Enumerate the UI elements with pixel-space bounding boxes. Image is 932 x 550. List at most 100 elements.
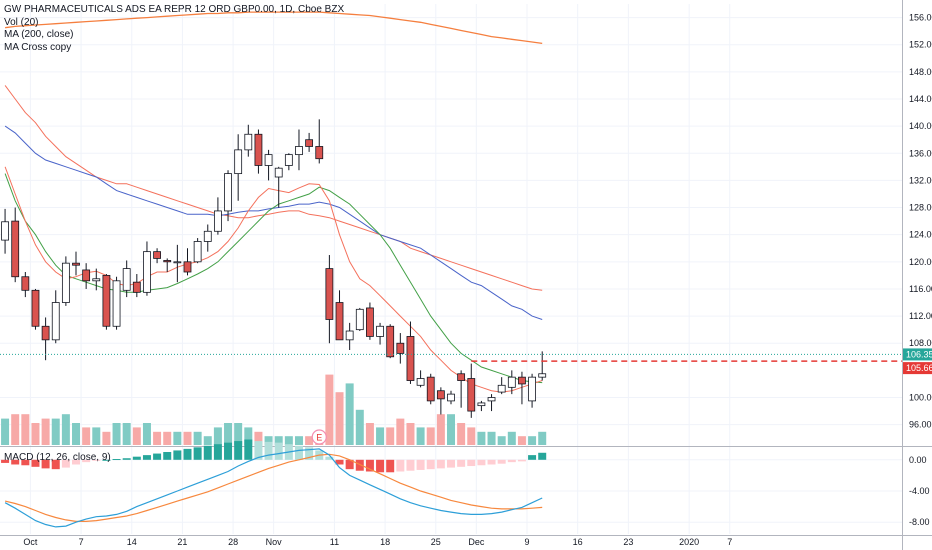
macd-histogram-bar — [335, 459, 344, 465]
macd-histogram-bar — [305, 447, 314, 460]
candle-body — [173, 261, 182, 264]
macd-histogram-bar — [234, 441, 243, 460]
volume-bar — [447, 414, 455, 445]
price-tick-label: 156.00 — [909, 13, 932, 23]
macd-histogram-bar — [224, 442, 233, 460]
earnings-marker — [311, 429, 327, 445]
macd-histogram-bar — [142, 455, 151, 460]
volume-bar — [406, 423, 415, 445]
price-tick-label: 140.00 — [909, 121, 932, 131]
candle-body — [426, 376, 435, 402]
macd-histogram-bar — [254, 441, 263, 460]
volume-bar — [1, 418, 10, 445]
candle-body — [315, 146, 324, 160]
macd-histogram-bar — [213, 444, 222, 460]
macd-histogram-bar — [477, 459, 486, 466]
macd-histogram-bar — [487, 459, 496, 465]
price-tick-label: 144.00 — [909, 94, 932, 104]
macd-histogram-bar — [264, 441, 273, 460]
volume-bar — [426, 427, 435, 445]
macd-histogram-bar — [507, 459, 516, 463]
volume-bar — [284, 436, 293, 445]
ma-slow-line — [4, 85, 543, 291]
volume-bar — [153, 431, 162, 445]
macd-histogram-bar — [51, 459, 60, 470]
time-tick-label: 11 — [330, 537, 339, 547]
candle-body — [21, 276, 30, 291]
candle-body — [61, 262, 70, 303]
macd-histogram-bar — [61, 459, 70, 468]
volume-bar — [173, 431, 182, 445]
candle-body — [366, 307, 374, 337]
candle-body — [234, 149, 243, 175]
time-tick-label: 7 — [79, 537, 84, 547]
time-tick-label: Oct — [23, 537, 38, 547]
macd-histogram-bar — [467, 459, 476, 467]
candle-body — [477, 402, 486, 407]
macd-histogram-bar — [406, 459, 415, 471]
macd-tick-label: -4.00 — [909, 486, 930, 496]
ma-blue-line — [4, 125, 543, 320]
macd-tick-label: 0.00 — [909, 455, 927, 465]
volume-bar — [224, 423, 233, 445]
candle-body — [396, 342, 405, 354]
candle-body — [143, 251, 151, 293]
volume-bar — [72, 423, 81, 445]
candle-body — [436, 390, 445, 400]
volume-bar — [41, 418, 50, 445]
volume-bar — [528, 436, 537, 445]
candle-body — [11, 220, 20, 278]
candle-body — [467, 378, 476, 412]
macd-histogram-bar — [447, 459, 455, 468]
macd-indicator-label[interactable]: MACD (12, 26, close, 9) — [4, 452, 111, 463]
candle-body — [305, 139, 314, 147]
macd-histogram-bar — [173, 450, 182, 460]
candle-body — [132, 281, 141, 293]
macd-histogram-bar — [517, 459, 526, 462]
ma200-line — [5, 11, 543, 45]
volume-bar — [254, 431, 263, 445]
time-tick-label: 16 — [573, 537, 583, 547]
volume-bar — [305, 436, 314, 445]
price-tick-label: 128.00 — [909, 203, 932, 213]
volume-bar — [538, 431, 547, 445]
symbol-title[interactable]: GW PHARMACEUTICALS ADS EA REPR 12 ORD GB… — [4, 4, 345, 15]
price-tick-label: 124.00 — [909, 230, 932, 240]
volume-bar — [102, 431, 111, 445]
candle-body — [163, 260, 172, 263]
ma200-indicator-label[interactable]: MA (200, close) — [4, 29, 74, 40]
candle-body — [102, 274, 111, 327]
volume-bar — [112, 423, 121, 445]
volume-bar — [213, 427, 222, 445]
volume-bar — [244, 427, 253, 445]
earnings-marker-text: E — [316, 433, 322, 443]
macd-histogram-bar — [122, 458, 131, 460]
candle-body — [528, 376, 536, 402]
volume-bar — [376, 427, 385, 445]
volume-bar — [355, 409, 364, 445]
time-tick-label: 2020 — [679, 537, 699, 547]
candle-body — [183, 261, 192, 273]
volume-bar — [457, 423, 466, 445]
volume-bar — [92, 427, 101, 445]
volume-bar — [365, 423, 374, 445]
macd-histogram-bar — [294, 445, 303, 460]
volume-bar — [31, 423, 40, 445]
volume-bar — [436, 414, 445, 445]
time-tick-label: Nov — [266, 537, 283, 547]
candle-body — [1, 221, 9, 241]
volume-bar — [61, 414, 70, 445]
candle-body — [203, 230, 212, 242]
candle-body — [244, 133, 253, 151]
ma-cross-indicator-label[interactable]: MA Cross copy — [4, 41, 72, 53]
volume-indicator-label[interactable]: Vol (20) — [4, 16, 39, 28]
price-tick-label: 96.00 — [909, 420, 932, 430]
time-tick-label: 9 — [525, 537, 530, 547]
price-tick-label: 148.00 — [909, 67, 932, 77]
candle-body — [355, 308, 364, 331]
macd-histogram-bar — [183, 448, 192, 460]
macd-histogram-bar — [31, 459, 40, 467]
price-label-box — [903, 348, 932, 361]
volume-bar — [142, 423, 151, 445]
